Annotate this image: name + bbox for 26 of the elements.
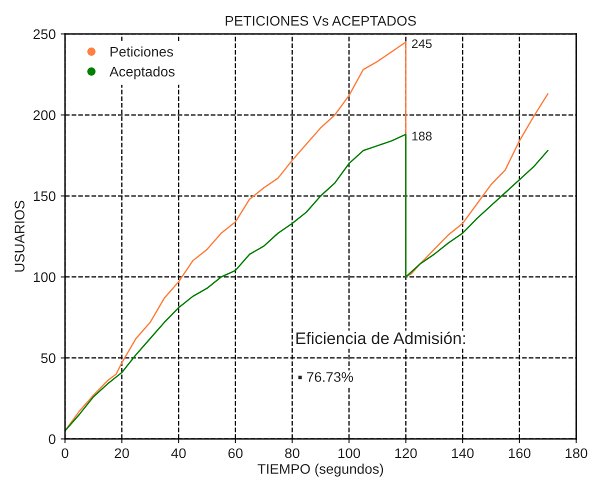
legend-label: Aceptados — [109, 66, 175, 80]
x-tick-label: 120 — [395, 448, 417, 458]
y-tick-label: 0 — [48, 434, 56, 444]
y-tick-label: 150 — [34, 191, 56, 202]
x-tick-label: 60 — [228, 448, 243, 458]
x-tick-label: 140 — [452, 448, 474, 458]
y-tick-label: 250 — [34, 29, 56, 40]
x-tick-label: 0 — [62, 448, 68, 458]
x-axis-title: TIEMPO (segundos) — [258, 464, 384, 477]
x-tick-label: 40 — [171, 448, 186, 458]
y-tick-label: 50 — [41, 353, 56, 364]
y-axis-title: USUARIOS — [14, 200, 25, 272]
annotation: ▪ 76.73% — [298, 372, 354, 382]
x-tick-label: 160 — [508, 448, 530, 458]
line-series — [65, 134, 549, 432]
annotation: Eficiencia de Admisión: — [296, 332, 465, 344]
legend-label: Peticiones — [110, 46, 174, 57]
x-tick-label: 180 — [566, 448, 588, 458]
annotation: 245 — [412, 39, 432, 48]
annotation: 188 — [412, 132, 432, 141]
x-tick-label: 100 — [338, 448, 360, 458]
x-tick-label: 20 — [114, 448, 129, 458]
x-tick-label: 80 — [285, 448, 300, 458]
y-tick-label: 200 — [34, 110, 56, 120]
y-tick-label: 100 — [34, 272, 56, 282]
chart-title: PETICIONES Vs ACEPTADOS — [226, 16, 416, 26]
